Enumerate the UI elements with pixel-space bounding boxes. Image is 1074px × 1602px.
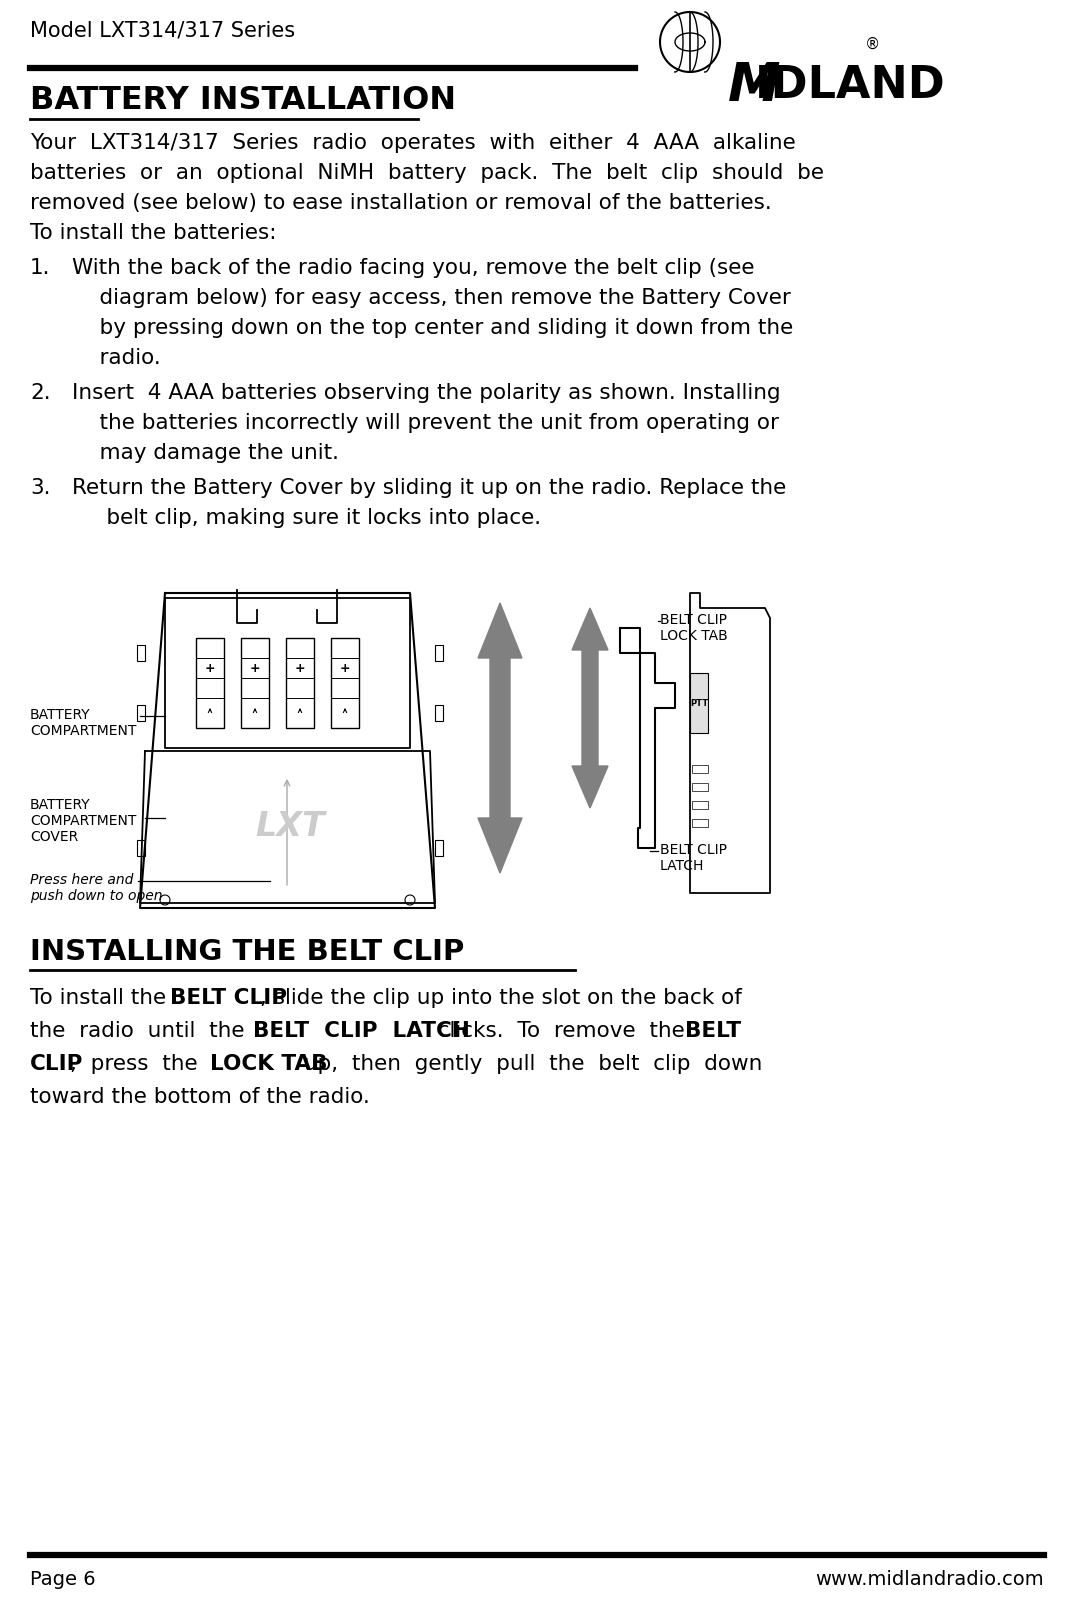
Bar bbox=[195, 638, 224, 727]
Bar bbox=[137, 839, 145, 855]
Text: To install the batteries:: To install the batteries: bbox=[30, 223, 276, 244]
Text: 3.: 3. bbox=[30, 477, 50, 498]
Text: LXT: LXT bbox=[256, 811, 324, 844]
Text: BATTERY
COMPARTMENT
COVER: BATTERY COMPARTMENT COVER bbox=[30, 798, 136, 844]
Text: BELT  CLIP  LATCH: BELT CLIP LATCH bbox=[253, 1020, 470, 1041]
Text: 2.: 2. bbox=[30, 383, 50, 404]
Text: CLIP: CLIP bbox=[30, 1054, 84, 1073]
Bar bbox=[241, 638, 268, 727]
Text: LOCK TAB: LOCK TAB bbox=[209, 1054, 328, 1073]
Bar bbox=[137, 646, 145, 662]
Polygon shape bbox=[690, 593, 770, 892]
Text: M: M bbox=[728, 59, 781, 112]
Text: BELT CLIP
LATCH: BELT CLIP LATCH bbox=[661, 843, 727, 873]
Text: +: + bbox=[249, 662, 260, 674]
Polygon shape bbox=[572, 609, 608, 807]
Bar bbox=[435, 839, 442, 855]
Text: PTT: PTT bbox=[690, 698, 708, 708]
Text: Page 6: Page 6 bbox=[30, 1570, 96, 1589]
Bar bbox=[331, 638, 359, 727]
Bar bbox=[435, 705, 442, 721]
Bar bbox=[692, 801, 708, 809]
Polygon shape bbox=[478, 602, 522, 873]
Bar bbox=[692, 783, 708, 791]
Text: removed (see below) to ease installation or removal of the batteries.: removed (see below) to ease installation… bbox=[30, 192, 772, 213]
Text: the batteries incorrectly will prevent the unit from operating or: the batteries incorrectly will prevent t… bbox=[72, 413, 779, 433]
Text: www.midlandradio.com: www.midlandradio.com bbox=[815, 1570, 1044, 1589]
Text: up,  then  gently  pull  the  belt  clip  down: up, then gently pull the belt clip down bbox=[290, 1054, 763, 1073]
Text: Insert  4 AAA batteries observing the polarity as shown. Installing: Insert 4 AAA batteries observing the pol… bbox=[72, 383, 781, 404]
Text: radio.: radio. bbox=[72, 348, 161, 368]
Text: To install the: To install the bbox=[30, 988, 173, 1008]
Text: Model LXT314/317 Series: Model LXT314/317 Series bbox=[30, 19, 295, 40]
Bar bbox=[692, 819, 708, 827]
Bar bbox=[137, 705, 145, 721]
Text: +: + bbox=[339, 662, 350, 674]
Text: +: + bbox=[205, 662, 215, 674]
Text: diagram below) for easy access, then remove the Battery Cover: diagram below) for easy access, then rem… bbox=[72, 288, 790, 308]
Text: belt clip, making sure it locks into place.: belt clip, making sure it locks into pla… bbox=[72, 508, 541, 529]
Bar bbox=[690, 673, 708, 734]
Text: by pressing down on the top center and sliding it down from the: by pressing down on the top center and s… bbox=[72, 319, 794, 338]
Bar bbox=[435, 646, 442, 662]
Text: Your  LXT314/317  Series  radio  operates  with  either  4  AAA  alkaline: Your LXT314/317 Series radio operates wi… bbox=[30, 133, 796, 154]
Text: clicks.  To  remove  the: clicks. To remove the bbox=[424, 1020, 699, 1041]
Text: +: + bbox=[294, 662, 305, 674]
Text: toward the bottom of the radio.: toward the bottom of the radio. bbox=[30, 1088, 369, 1107]
Text: BATTERY
COMPARTMENT: BATTERY COMPARTMENT bbox=[30, 708, 136, 739]
Circle shape bbox=[405, 896, 415, 905]
Text: the  radio  until  the: the radio until the bbox=[30, 1020, 258, 1041]
Text: 1.: 1. bbox=[30, 258, 50, 279]
Text: BELT: BELT bbox=[685, 1020, 741, 1041]
Bar bbox=[286, 638, 314, 727]
Text: may damage the unit.: may damage the unit. bbox=[72, 444, 339, 463]
Text: Return the Battery Cover by sliding it up on the radio. Replace the: Return the Battery Cover by sliding it u… bbox=[72, 477, 786, 498]
Text: BELT CLIP: BELT CLIP bbox=[170, 988, 287, 1008]
Text: INSTALLING THE BELT CLIP: INSTALLING THE BELT CLIP bbox=[30, 939, 464, 966]
Circle shape bbox=[160, 896, 170, 905]
Text: With the back of the radio facing you, remove the belt clip (see: With the back of the radio facing you, r… bbox=[72, 258, 755, 279]
Text: BELT CLIP
LOCK TAB: BELT CLIP LOCK TAB bbox=[661, 614, 728, 642]
Text: , slide the clip up into the slot on the back of: , slide the clip up into the slot on the… bbox=[260, 988, 742, 1008]
Text: BATTERY INSTALLATION: BATTERY INSTALLATION bbox=[30, 85, 456, 115]
Bar bbox=[692, 766, 708, 774]
Text: batteries  or  an  optional  NiMH  battery  pack.  The  belt  clip  should  be: batteries or an optional NiMH battery pa… bbox=[30, 163, 824, 183]
Text: IDLAND: IDLAND bbox=[755, 64, 946, 107]
Text: ,  press  the: , press the bbox=[70, 1054, 212, 1073]
Text: Press here and
push down to open: Press here and push down to open bbox=[30, 873, 162, 904]
Text: ®: ® bbox=[865, 37, 881, 51]
